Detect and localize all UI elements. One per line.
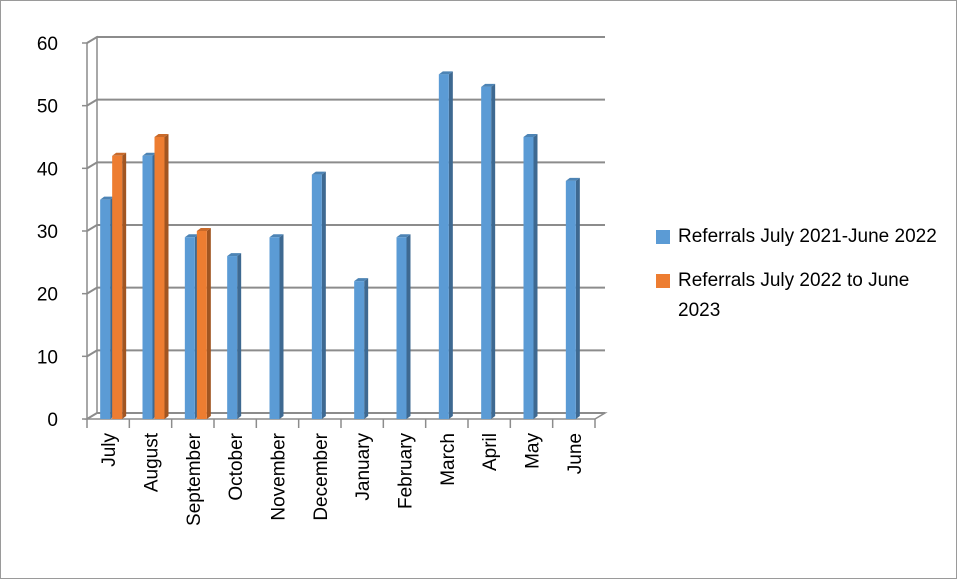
bar-front <box>269 237 280 419</box>
bar-front <box>100 199 111 419</box>
gridline <box>86 98 605 107</box>
x-category-label: December <box>311 432 332 520</box>
bar-side <box>206 228 211 419</box>
bar-side <box>533 134 538 419</box>
bar <box>269 234 284 419</box>
x-category-label: November <box>269 432 290 520</box>
bar-front <box>438 74 449 419</box>
bar <box>196 228 211 419</box>
bar-front <box>227 256 238 419</box>
bar <box>184 234 199 419</box>
chart-legend: Referrals July 2021-June 2022 Referrals … <box>656 222 956 340</box>
y-tick-label: 0 <box>47 410 58 431</box>
bar-front <box>565 180 576 419</box>
bar <box>565 177 580 419</box>
bar-top <box>311 171 326 175</box>
y-axis <box>86 35 98 419</box>
x-category-label: September <box>184 432 205 526</box>
bar-front <box>196 231 207 419</box>
bar-top <box>227 253 242 257</box>
bar-top <box>481 83 496 87</box>
bar-side <box>448 71 453 419</box>
bar-top <box>184 234 199 238</box>
x-category-label: August <box>142 432 163 492</box>
x-category-label: July <box>99 433 120 467</box>
bar-top <box>269 234 284 238</box>
bar-top <box>354 278 369 282</box>
bar-side <box>279 234 284 419</box>
bar-top <box>100 196 115 200</box>
y-tick-label: 60 <box>37 34 58 55</box>
bar <box>438 71 453 419</box>
bar <box>396 234 411 419</box>
bar-top <box>438 71 453 75</box>
legend-swatch-series-2 <box>656 274 670 288</box>
x-category-label: February <box>396 433 417 510</box>
legend-label-series-2: Referrals July 2022 to June 2023 <box>678 270 910 321</box>
x-category-label: March <box>438 433 459 486</box>
x-category-label: April <box>480 433 501 471</box>
bar-top <box>523 134 538 137</box>
bar-top <box>112 152 127 156</box>
bar-side <box>406 234 411 419</box>
bar-top <box>196 228 211 231</box>
y-tick-label: 30 <box>37 222 58 243</box>
bar <box>311 171 326 419</box>
bar-front <box>481 86 492 419</box>
bar <box>112 152 127 420</box>
bar-front <box>142 155 153 420</box>
bar <box>523 134 538 419</box>
bar-side <box>575 177 580 419</box>
y-tick-label: 20 <box>37 285 58 306</box>
bar-top <box>396 234 411 238</box>
bar-front <box>311 174 322 419</box>
y-tick-label: 40 <box>37 159 58 180</box>
gridline <box>86 36 605 44</box>
bar-top <box>154 134 169 137</box>
bar <box>227 253 242 419</box>
y-tick-label: 50 <box>37 97 58 118</box>
bar <box>100 196 115 419</box>
bar-front <box>184 237 195 419</box>
bar-front <box>112 155 123 420</box>
bar-side <box>364 278 369 419</box>
bar-side <box>321 171 326 419</box>
bar-side <box>164 134 169 419</box>
bar <box>354 278 369 419</box>
bar-top <box>142 152 157 156</box>
x-category-label: June <box>565 433 586 474</box>
bar-front <box>523 137 534 419</box>
bar-front <box>354 281 365 419</box>
x-category-label: May <box>523 433 544 469</box>
bar-side <box>491 83 496 419</box>
x-category-label: October <box>226 432 247 500</box>
legend-item-series-2: Referrals July 2022 to June 2023 <box>656 266 956 326</box>
bar <box>481 83 496 419</box>
x-category-label: January <box>353 433 374 501</box>
legend-label-series-1: Referrals July 2021-June 2022 <box>678 226 937 247</box>
bar-front <box>396 237 407 419</box>
bar <box>142 152 157 420</box>
bar-front <box>154 137 165 419</box>
bar-side <box>237 253 242 419</box>
legend-item-series-1: Referrals July 2021-June 2022 <box>656 222 956 252</box>
bar <box>154 134 169 419</box>
legend-swatch-series-1 <box>656 230 670 244</box>
bar-side <box>122 152 127 420</box>
y-tick-label: 10 <box>37 347 58 368</box>
bar-top <box>565 177 580 181</box>
